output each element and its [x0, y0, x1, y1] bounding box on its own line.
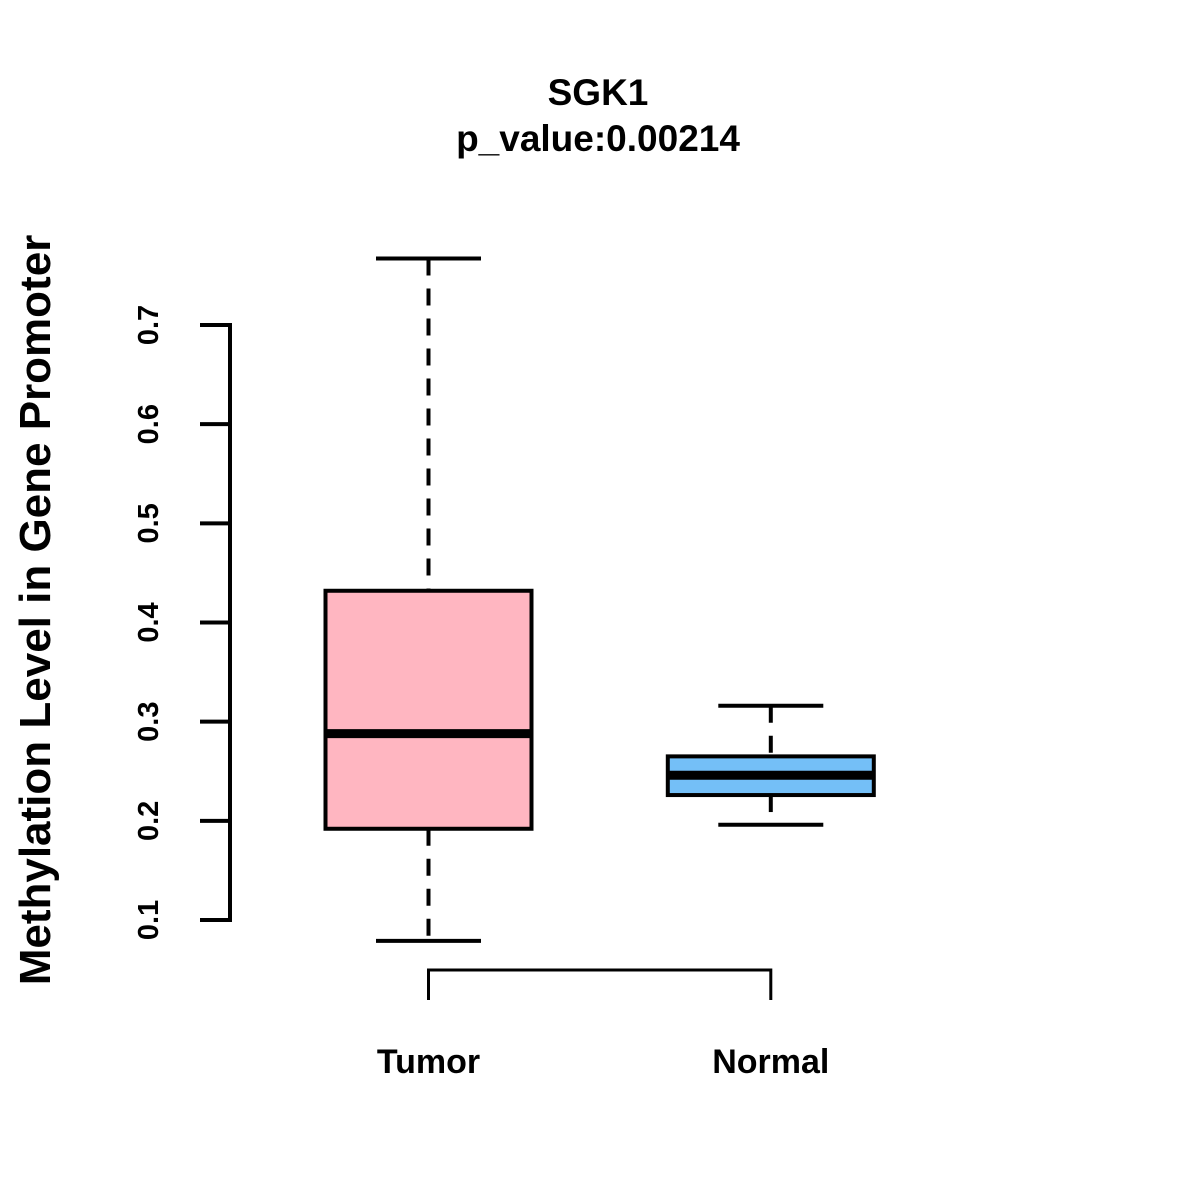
y-tick-label: 0.2: [133, 801, 165, 841]
chart-subtitle: p_value:0.00214: [456, 118, 740, 159]
y-tick-label: 0.3: [133, 702, 165, 742]
x-category-label-normal: Normal: [712, 1043, 829, 1081]
y-tick-label: 0.4: [133, 602, 165, 642]
y-tick-label: 0.6: [133, 404, 165, 444]
tumor-box: [323, 588, 534, 831]
x-category-label-tumor: Tumor: [377, 1043, 480, 1081]
chart-title: SGK1: [548, 72, 649, 113]
y-tick-label: 0.7: [133, 305, 165, 345]
y-tick-label: 0.5: [133, 503, 165, 543]
plot-area: 0.7 0.6 0.5 0.4 0.3 0.2 0.1 Tumor Normal: [133, 256, 876, 1081]
comparison-bracket: [427, 968, 773, 1000]
y-tick-label: 0.1: [133, 900, 165, 940]
y-axis-label: Methylation Level in Gene Promoter: [11, 235, 60, 986]
